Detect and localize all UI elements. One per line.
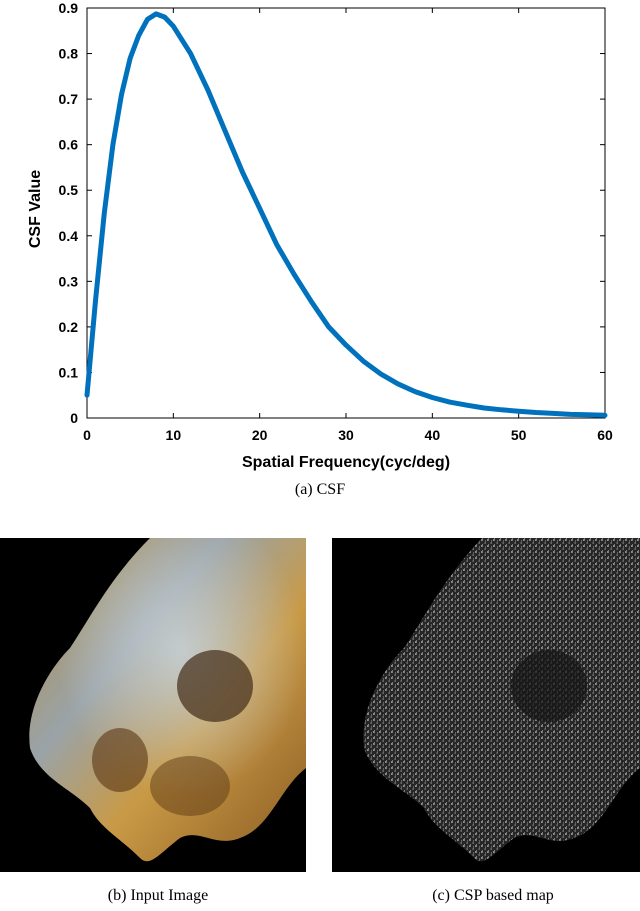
y-tick-label: 0.7	[59, 91, 79, 107]
input-image-art	[29, 538, 306, 862]
y-tick-label: 0.9	[59, 0, 79, 16]
plot-area: 0 10 20 30 40 50 60 0 0.1 0.2 0.3 0.4 0.5 0.6 0.7 0.8 0.…	[59, 0, 613, 443]
csp-map-image	[332, 538, 640, 872]
x-tick-label: 40	[425, 427, 441, 443]
y-tick-label: 0.6	[59, 137, 79, 153]
x-tick-label: 0	[83, 427, 91, 443]
y-tick-label: 0.1	[59, 364, 79, 380]
y-axis-label: CSF Value	[27, 170, 44, 248]
caption-csp-map: (c) CSP based map	[432, 887, 554, 904]
y-tick-label: 0	[70, 410, 78, 426]
x-tick-label: 10	[166, 427, 182, 443]
caption-csf: (a) CSF	[294, 481, 346, 498]
x-tick-label: 60	[597, 427, 613, 443]
csf-curve	[84, 11, 608, 418]
x-tick-label: 20	[252, 427, 268, 443]
x-axis-label: Spatial Frequency(cyc/deg)	[242, 454, 450, 471]
x-tick-label: 50	[511, 427, 527, 443]
csp-map-art	[363, 538, 640, 862]
input-image	[0, 538, 306, 872]
csf-chart: 0 10 20 30 40 50 60 0 0.1 0.2 0.3 0.4 0.5 0.6 0.7 0.8 0.…	[27, 0, 613, 471]
axes-box	[86, 7, 606, 419]
y-tick-label: 0.4	[59, 228, 79, 244]
y-tick-label: 0.3	[59, 273, 79, 289]
caption-input-image: (b) Input Image	[107, 887, 209, 904]
y-tick-label: 0.5	[59, 182, 79, 198]
y-tick-label: 0.2	[59, 319, 79, 335]
x-tick-label: 30	[338, 427, 354, 443]
y-tick-label: 0.8	[59, 46, 79, 62]
